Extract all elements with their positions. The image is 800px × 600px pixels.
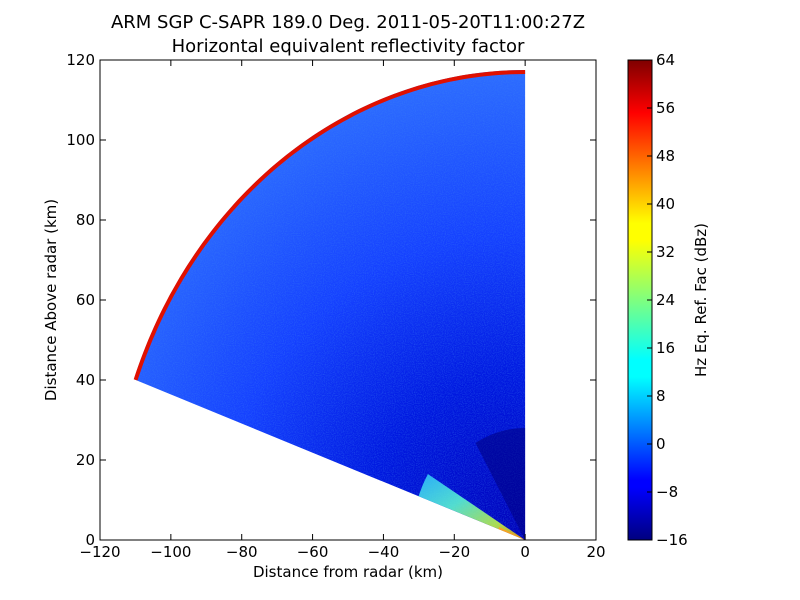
colorbar-tick-label: −8 bbox=[656, 483, 678, 501]
chart-subtitle: Horizontal equivalent reflectivity facto… bbox=[172, 36, 525, 57]
y-tick-label: 0 bbox=[85, 531, 95, 549]
colorbar-tick-label: 48 bbox=[656, 147, 675, 165]
x-tick-label: −80 bbox=[226, 543, 258, 561]
y-tick-label: 60 bbox=[76, 291, 95, 309]
y-axis-ticks: 0 20 40 60 80 100 120 bbox=[66, 51, 596, 549]
colorbar-tick-label: 64 bbox=[656, 51, 675, 69]
y-axis-label: Distance Above radar (km) bbox=[42, 199, 60, 401]
x-tick-label: −40 bbox=[368, 543, 400, 561]
outer-range-ring bbox=[133, 70, 526, 381]
ground-clutter-core bbox=[498, 527, 526, 540]
colorbar-tick-label: 56 bbox=[656, 99, 675, 117]
x-axis-label: Distance from radar (km) bbox=[253, 563, 443, 581]
y-tick-label: 40 bbox=[76, 371, 95, 389]
x-tick-label: −20 bbox=[438, 543, 470, 561]
x-tick-label: −120 bbox=[79, 543, 120, 561]
colorbar-label: Hz Eq. Ref. Fac (dBz) bbox=[692, 223, 710, 377]
colorbar-tick-label: 0 bbox=[656, 435, 666, 453]
reflectivity-speckle bbox=[134, 70, 526, 540]
colorbar: −16 −8 0 8 16 24 32 40 48 56 64 Hz Eq. Ref. Fac (d… bbox=[627, 51, 710, 549]
y-tick-label: 80 bbox=[76, 211, 95, 229]
radar-sector bbox=[133, 70, 526, 540]
colorbar-tick-label: 40 bbox=[656, 195, 675, 213]
x-tick-label: −60 bbox=[297, 543, 329, 561]
near-radar-low-reflectivity bbox=[475, 428, 526, 540]
x-tick-label: 20 bbox=[586, 543, 605, 561]
y-tick-label: 100 bbox=[66, 131, 95, 149]
colorbar-tick-label: −16 bbox=[656, 531, 688, 549]
colorbar-tick-label: 16 bbox=[656, 339, 675, 357]
x-tick-label: −100 bbox=[150, 543, 191, 561]
y-tick-label: 120 bbox=[66, 51, 95, 69]
colorbar-ticks: −16 −8 0 8 16 24 32 40 48 56 64 bbox=[647, 51, 688, 549]
x-axis-ticks: −120 −100 −80 −60 −40 −20 0 20 bbox=[79, 60, 606, 561]
colorbar-tick-label: 8 bbox=[656, 387, 666, 405]
colorbar-tick-label: 32 bbox=[656, 243, 675, 261]
x-tick-label: 0 bbox=[520, 543, 530, 561]
chart-title: ARM SGP C-SAPR 189.0 Deg. 2011-05-20T11:… bbox=[111, 12, 585, 33]
ground-clutter-region bbox=[418, 474, 526, 540]
colorbar-tick-label: 24 bbox=[656, 291, 675, 309]
y-tick-label: 20 bbox=[76, 451, 95, 469]
